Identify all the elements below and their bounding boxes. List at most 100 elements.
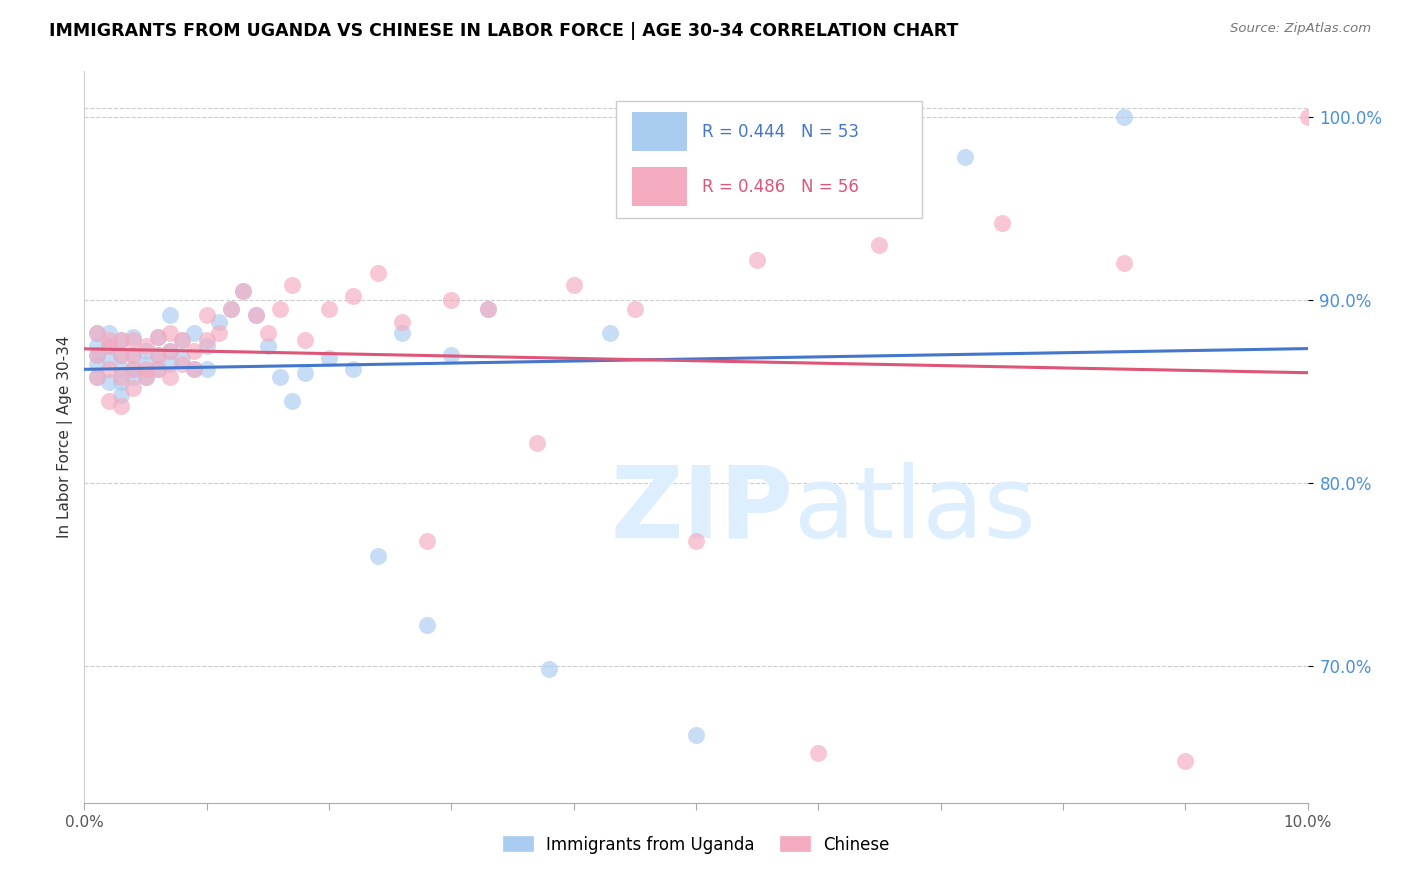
Point <box>97 362 120 376</box>
Point <box>477 301 499 316</box>
Point <box>685 728 707 742</box>
Point <box>599 326 621 340</box>
Point <box>245 308 267 322</box>
Point <box>232 284 254 298</box>
Point <box>1114 110 1136 124</box>
Point <box>526 435 548 450</box>
Point <box>97 338 120 352</box>
Point <box>232 284 254 298</box>
Point <box>146 348 169 362</box>
Point <box>135 369 157 384</box>
Point <box>342 289 364 303</box>
Point <box>97 393 120 408</box>
Point <box>195 308 218 322</box>
Point <box>135 362 157 376</box>
Point <box>122 369 145 384</box>
Point <box>538 662 561 676</box>
Point <box>97 333 120 347</box>
Point <box>146 362 169 376</box>
Point <box>122 348 145 362</box>
Point <box>342 362 364 376</box>
Point <box>146 329 169 343</box>
Point <box>159 357 181 371</box>
Point <box>97 351 120 366</box>
Point <box>135 344 157 359</box>
Point <box>391 326 413 340</box>
Point <box>122 362 145 376</box>
Point <box>97 338 120 352</box>
Point <box>257 338 280 352</box>
Point <box>416 618 439 632</box>
Y-axis label: In Labor Force | Age 30-34: In Labor Force | Age 30-34 <box>58 335 73 539</box>
Point <box>172 333 194 347</box>
Point <box>135 357 157 371</box>
Point <box>195 362 218 376</box>
Point <box>562 278 585 293</box>
Point <box>183 326 205 340</box>
Point <box>1174 754 1197 768</box>
Point <box>219 301 242 316</box>
Point <box>122 381 145 395</box>
Point <box>1114 256 1136 270</box>
Point <box>122 329 145 343</box>
Point <box>110 348 132 362</box>
Point <box>110 388 132 402</box>
Point <box>367 549 389 563</box>
Point <box>318 301 340 316</box>
Point <box>1296 110 1319 124</box>
Point <box>172 351 194 366</box>
Point <box>146 348 169 362</box>
Point <box>110 375 132 389</box>
Point <box>391 315 413 329</box>
Point <box>110 399 132 413</box>
Point <box>195 333 218 347</box>
Point <box>869 238 891 252</box>
Point <box>183 344 205 359</box>
Point <box>122 348 145 362</box>
Point <box>146 362 169 376</box>
Point <box>416 534 439 549</box>
Point <box>281 393 304 408</box>
Text: IMMIGRANTS FROM UGANDA VS CHINESE IN LABOR FORCE | AGE 30-34 CORRELATION CHART: IMMIGRANTS FROM UGANDA VS CHINESE IN LAB… <box>49 22 959 40</box>
Point <box>110 348 132 362</box>
Point <box>245 308 267 322</box>
Point <box>294 366 316 380</box>
Point <box>110 333 132 347</box>
Point <box>953 150 976 164</box>
Point <box>122 333 145 347</box>
Point <box>219 301 242 316</box>
Point <box>269 301 291 316</box>
Text: ZIP: ZIP <box>612 462 794 558</box>
Point <box>172 357 194 371</box>
Point <box>159 308 181 322</box>
Point <box>624 301 647 316</box>
Point <box>183 362 205 376</box>
Point <box>86 326 108 340</box>
Point <box>110 369 132 384</box>
Legend: Immigrants from Uganda, Chinese: Immigrants from Uganda, Chinese <box>496 829 896 860</box>
Point <box>122 362 145 376</box>
Point <box>208 315 231 329</box>
Point <box>440 293 463 307</box>
Point <box>86 369 108 384</box>
Point <box>991 216 1014 230</box>
Text: atlas: atlas <box>794 462 1035 558</box>
Point <box>367 265 389 279</box>
Point <box>86 326 108 340</box>
Point <box>294 333 316 347</box>
Point <box>159 369 181 384</box>
Point <box>97 375 120 389</box>
Point <box>97 326 120 340</box>
Point <box>86 348 108 362</box>
Point <box>807 747 830 761</box>
Point <box>159 344 181 359</box>
Point <box>135 369 157 384</box>
Text: Source: ZipAtlas.com: Source: ZipAtlas.com <box>1230 22 1371 36</box>
Point <box>269 369 291 384</box>
Point <box>86 357 108 371</box>
Point <box>86 369 108 384</box>
Point <box>281 278 304 293</box>
Point <box>159 344 181 359</box>
Point <box>477 301 499 316</box>
Point <box>86 338 108 352</box>
